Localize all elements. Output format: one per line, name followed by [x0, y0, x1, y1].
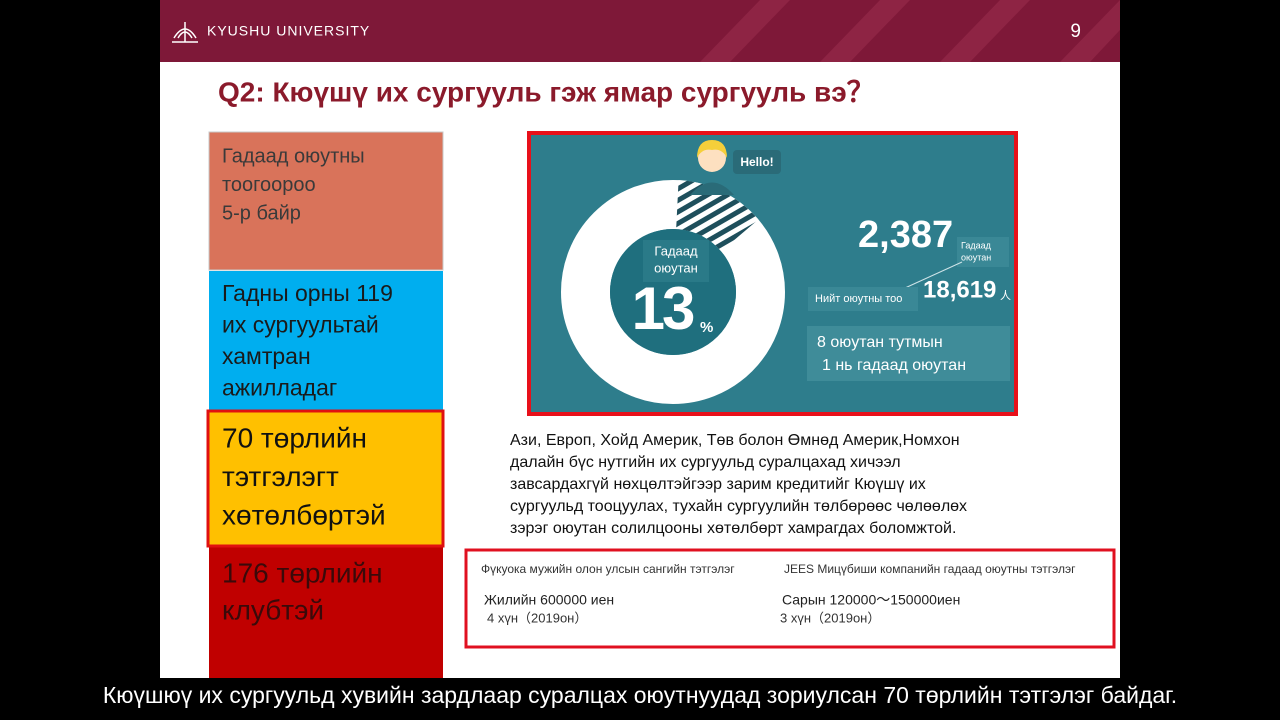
subtitle: Кюүшюү их сургуульд хувийн зардлаар сура… [103, 682, 1177, 708]
donut-label: оюутан [654, 260, 698, 275]
paragraph-line: сургуульд тооцуулах, тухайн сургуулийн т… [510, 498, 967, 515]
donut-segment [676, 180, 759, 252]
paragraph-line: зэрэг оюутан солилцооны хөтөлбөрт хамраг… [510, 520, 956, 537]
feature-text: ажилладаг [222, 375, 337, 401]
header-decoration [700, 0, 1120, 62]
scholarship-box [464, 548, 1116, 649]
connector [904, 261, 963, 289]
paragraph-line: завсардахгүй нөхцөлтэйгээр зарим кредити… [510, 476, 926, 493]
feature-text: Гадны орны 119 [222, 280, 393, 306]
feature-text: 70 төрлийн [222, 422, 367, 453]
total-label: Нийт оюутны тоо [815, 293, 902, 305]
feature-text: их сургуультай [222, 312, 379, 338]
feature-text: хамтран [222, 343, 311, 369]
feature-text: клубтэй [222, 594, 324, 625]
ratio-text: 8 оюутан тутмын [817, 334, 943, 351]
paragraph-line: далайн бүс нутгийн их сургуульд суралцах… [510, 454, 901, 471]
feature-box [206, 409, 445, 548]
label-bg [957, 237, 1009, 267]
label-bg [807, 326, 1010, 381]
scholarship-amount: Сарын 120000～150000иен [782, 592, 960, 608]
logo-icon [172, 22, 198, 43]
total-count: 18,619 [923, 276, 996, 303]
ratio-text: 1 нь гадаад оюутан [822, 357, 966, 374]
feature-box [209, 271, 443, 410]
percent-unit: % [700, 319, 713, 336]
scholarship-name: Фүкуока мужийн олон улсын сангийн тэтгэл… [481, 562, 735, 576]
scholarship-amount: Жилийн 600000 иен [484, 592, 614, 608]
feature-text: Гадаад оюутны [222, 145, 365, 167]
scholarship-recipients: 4 хүн（2019он） [487, 610, 587, 625]
hello-text: Hello! [740, 155, 773, 169]
donut-label: Гадаад [654, 243, 698, 258]
feature-text: 5-р байр [222, 202, 301, 224]
logo-text: KYUSHU UNIVERSITY [207, 23, 370, 39]
feature-text: 176 төрлийн [222, 557, 383, 588]
person-head [698, 144, 726, 172]
page-number: 9 [1070, 21, 1081, 42]
donut-ring [561, 180, 785, 404]
subtitle-bar [0, 678, 1280, 716]
scholarship-name: JEES Мицүбиши компанийн гадаад оюутны тэ… [784, 562, 1076, 576]
foreign-label: Гадаад [961, 240, 992, 250]
percent-value: 13 [632, 275, 694, 342]
person-body [690, 182, 734, 195]
feature-text: тоогоороо [222, 174, 316, 196]
label-bg [643, 240, 709, 282]
slide-title: Q2: Кюүшү их сургууль гэж ямар сургууль … [218, 76, 875, 107]
feature-box [208, 131, 444, 271]
feature-box [209, 547, 443, 678]
feature-text: хөтөлбөртэй [222, 499, 386, 530]
label-bg [808, 287, 918, 311]
scholarship-recipients: 3 хүн（2019он） [780, 610, 880, 625]
hello-bubble [733, 150, 781, 174]
paragraph-line: Ази, Европ, Хойд Америк, Төв болон Өмнөд… [510, 432, 960, 449]
person-hair [697, 140, 727, 158]
feature-text: тэтгэлэгт [222, 461, 339, 492]
foreign-label: оюутан [961, 252, 991, 262]
foreign-count: 2,387 [858, 214, 953, 256]
total-unit: 人 [1000, 289, 1011, 302]
